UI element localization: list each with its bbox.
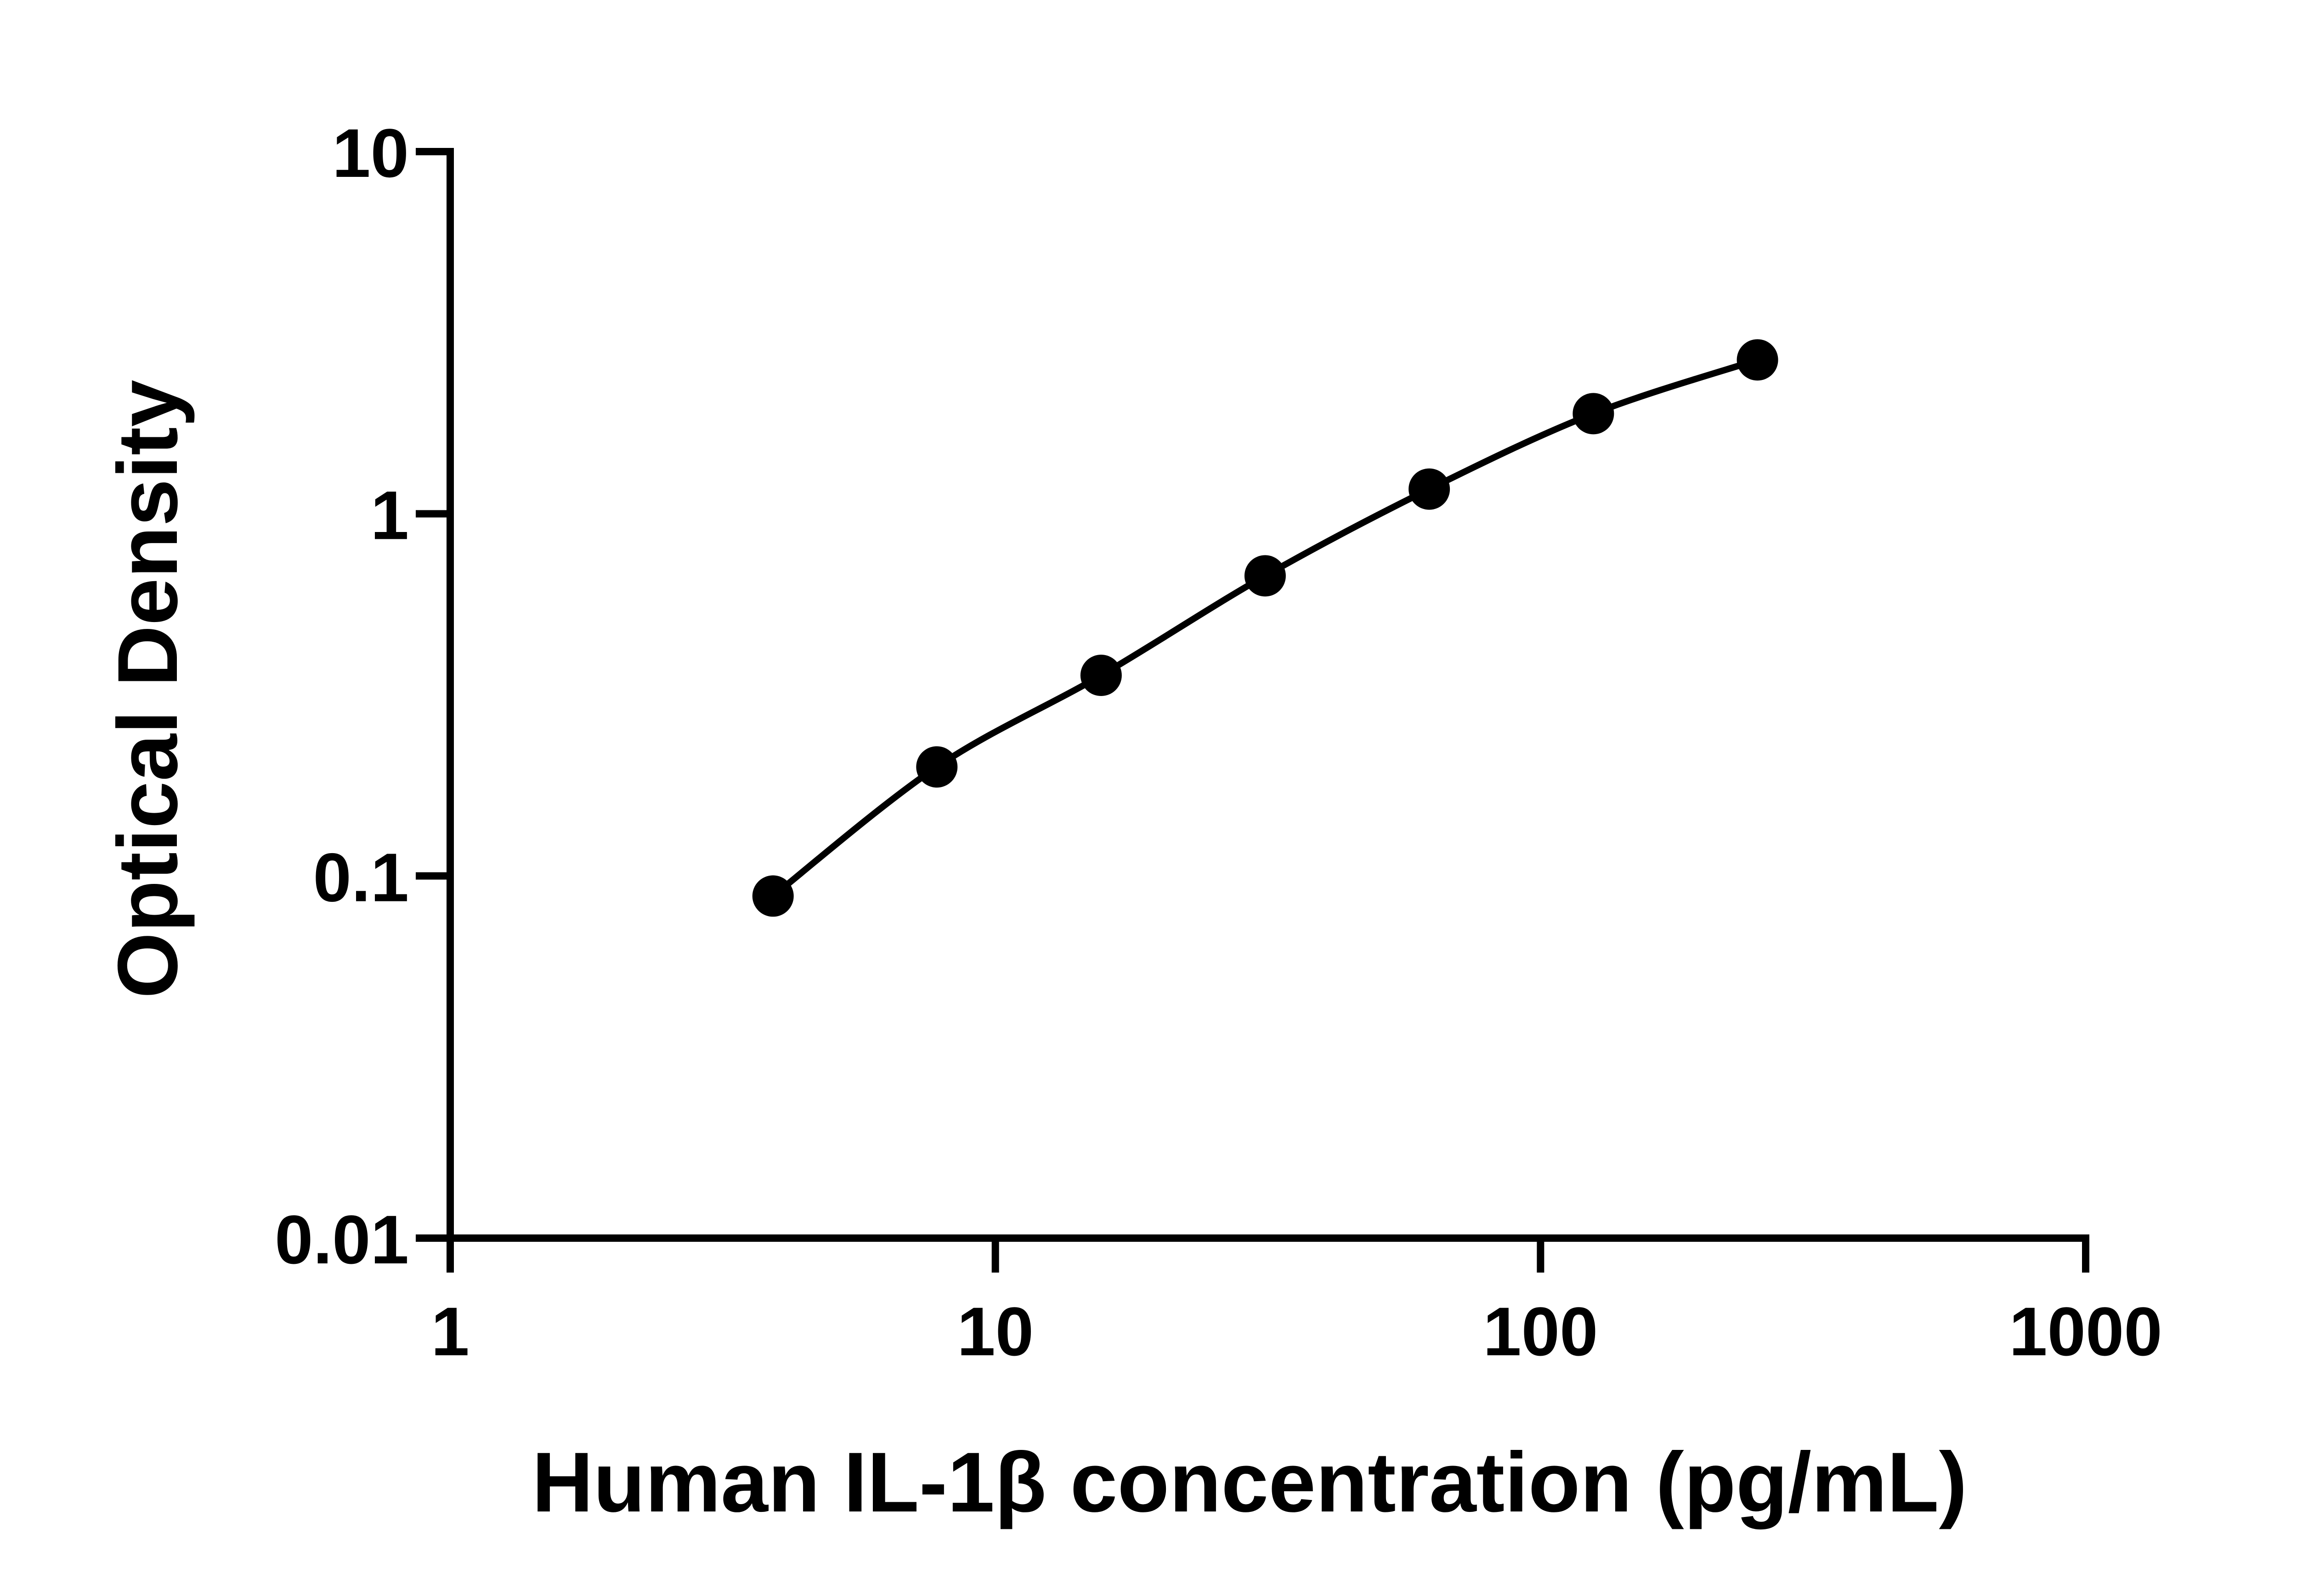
x-ticks: [447, 1238, 2089, 1273]
x-tick-labels: 1 10 100 1000: [431, 1293, 2162, 1370]
x-tick-label: 1: [431, 1293, 469, 1370]
x-tick-label: 1000: [2009, 1293, 2162, 1370]
fit-curve: [769, 357, 1761, 900]
series-layer: [752, 339, 1778, 917]
y-tick-label: 0.01: [275, 1201, 409, 1278]
x-tick-label: 100: [1483, 1293, 1598, 1370]
data-point: [752, 875, 794, 917]
data-point: [1080, 655, 1122, 696]
y-tick-label: 0.1: [313, 839, 409, 916]
y-tick-label: 1: [371, 476, 409, 554]
data-point: [1244, 555, 1286, 597]
data-point: [1573, 393, 1614, 435]
data-point: [1737, 339, 1778, 381]
y-axis: 0.01 0.1 1 10: [275, 114, 454, 1278]
data-point: [1409, 468, 1450, 510]
y-tick-labels: 0.01 0.1 1 10: [275, 114, 409, 1278]
x-tick-label: 10: [957, 1293, 1034, 1370]
x-axis: 1 10 100 1000: [431, 1234, 2162, 1370]
y-axis-title: Optical Density: [101, 380, 195, 999]
data-point: [916, 746, 958, 788]
y-ticks: [416, 148, 450, 1242]
y-tick-label: 10: [332, 114, 409, 192]
x-axis-title: Human IL-1β concentration (pg/mL): [532, 1435, 1967, 1530]
